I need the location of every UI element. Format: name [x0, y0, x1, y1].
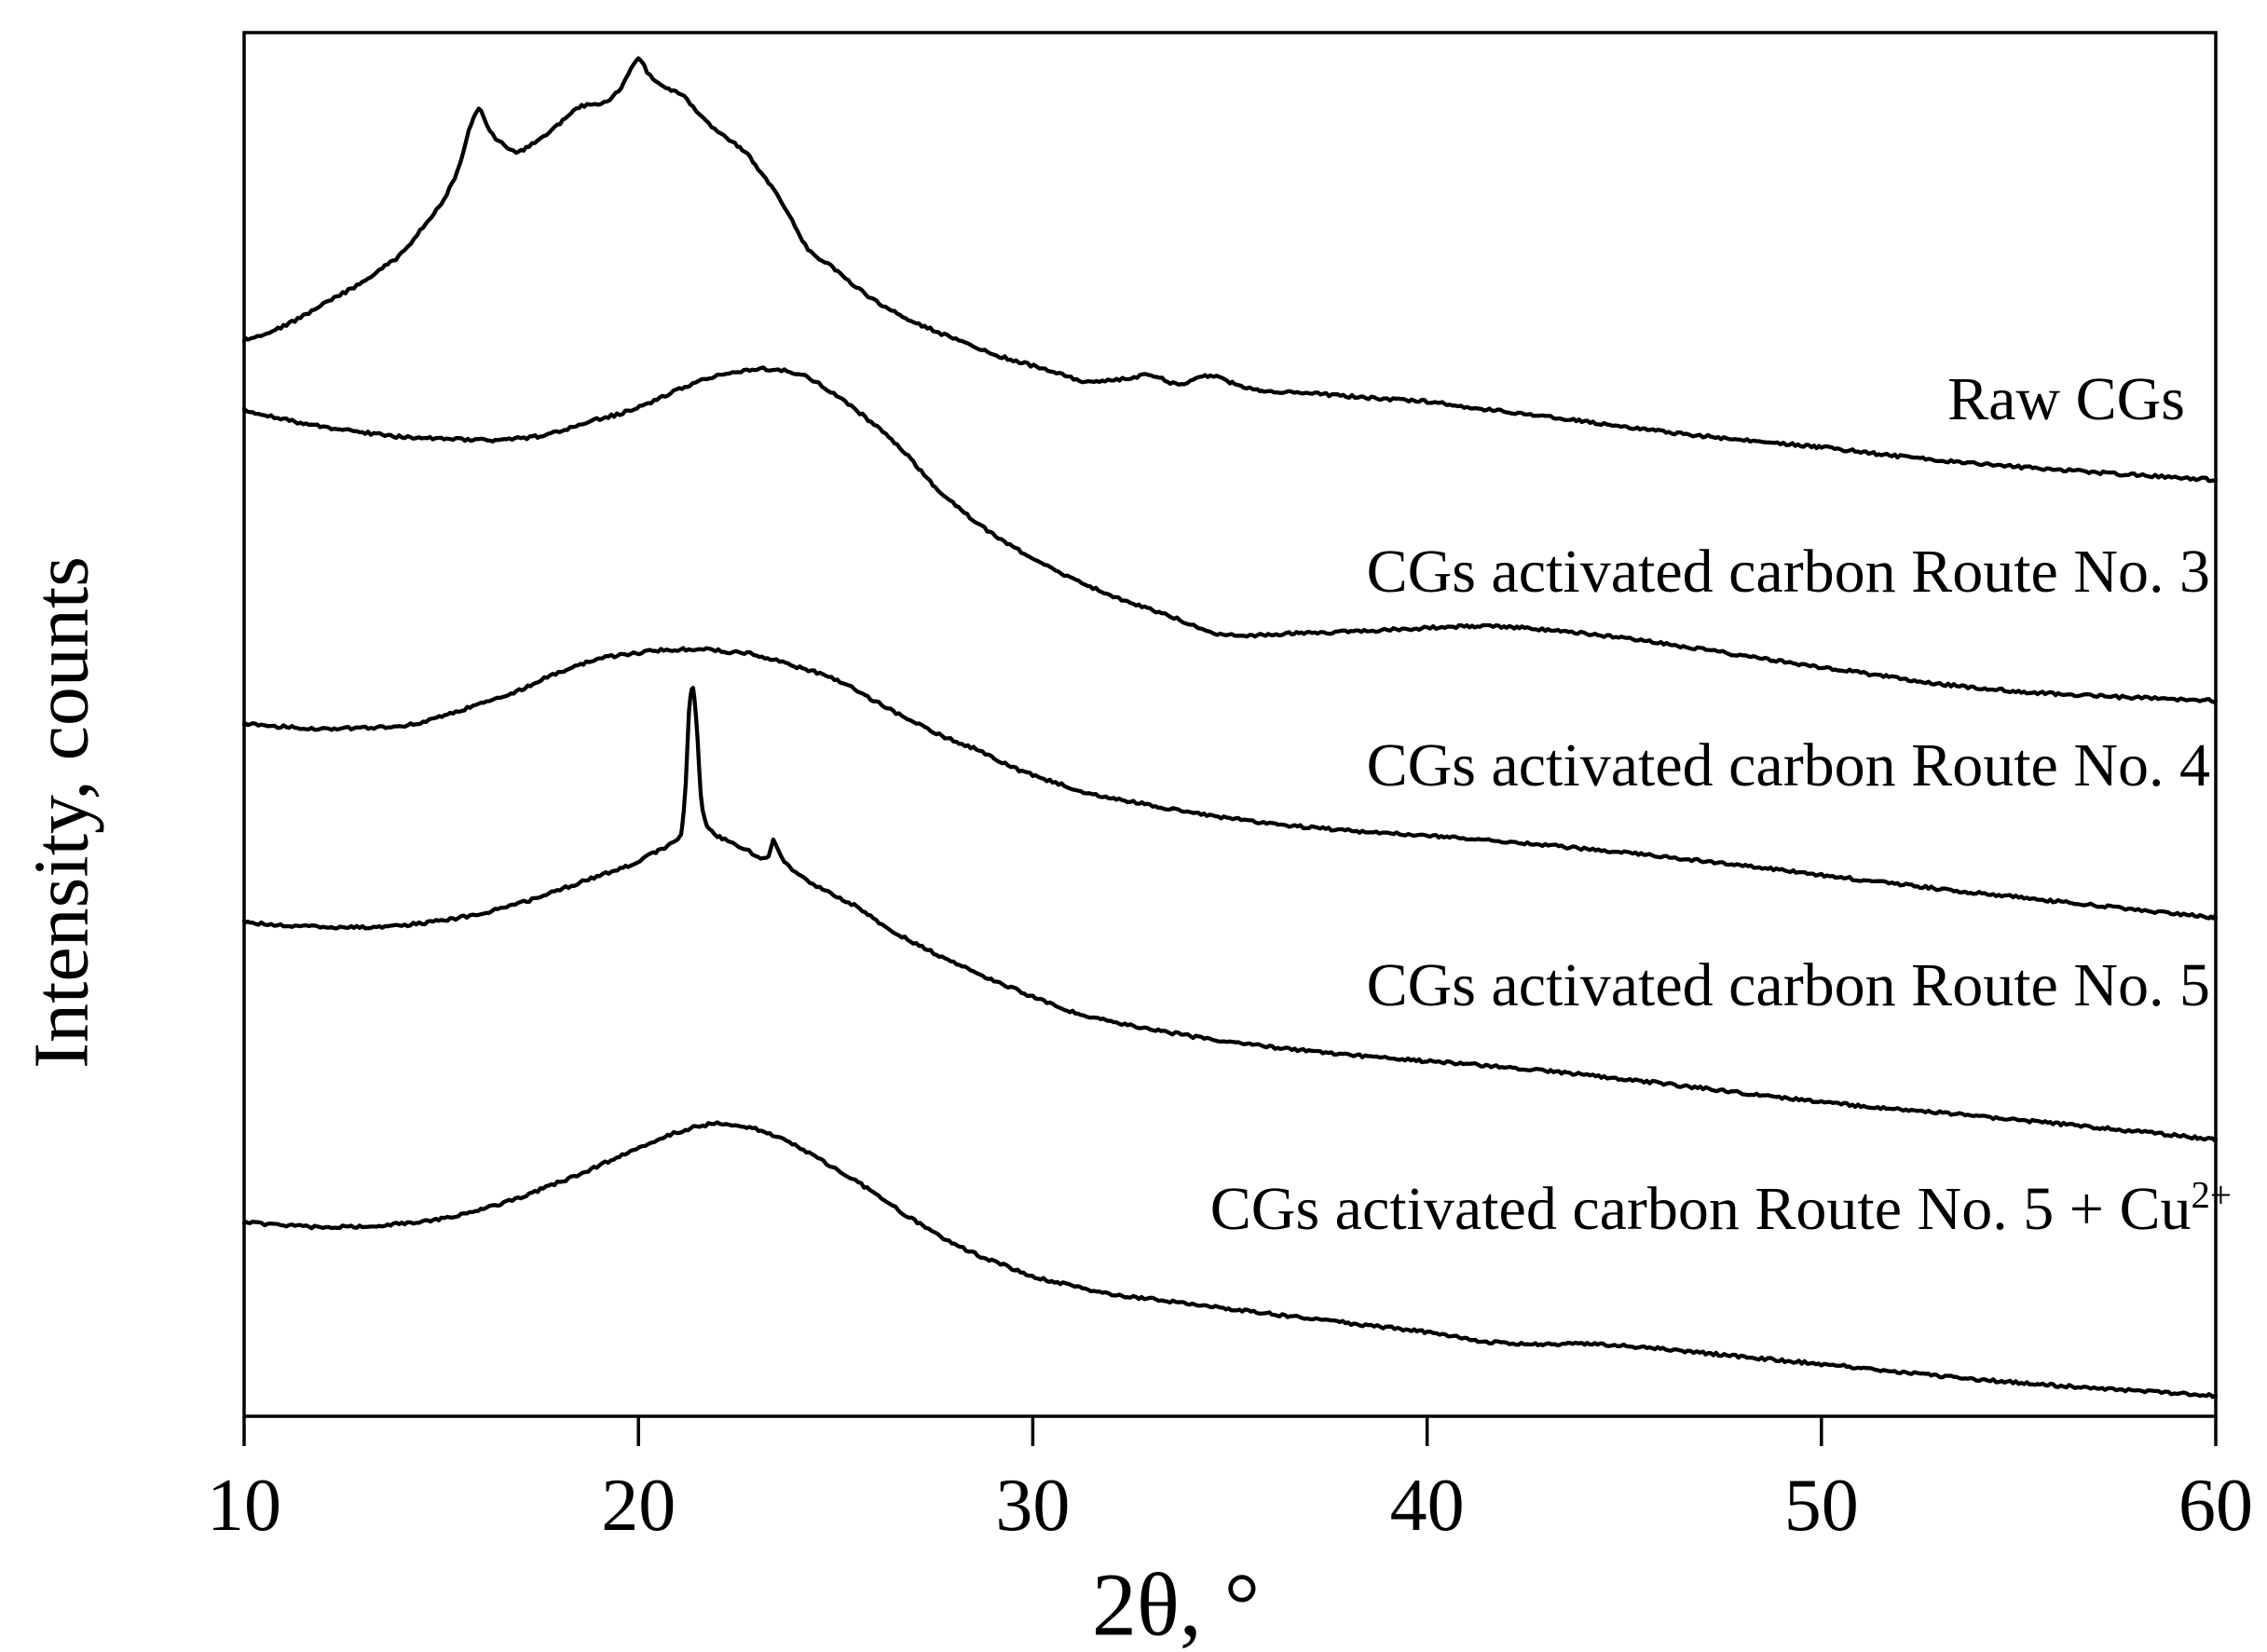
series-label-route3: CGs activated carbon Route No. 3: [1366, 538, 2210, 606]
series-label-route5-cu-text: CGs activated carbon Route No. 5 + Cu: [1209, 1175, 2192, 1243]
x-axis-title: 2θ, °: [1091, 1554, 1261, 1652]
curve-route-5: [241, 685, 2219, 1142]
series-label-route5-cu: CGs activated carbon Route No. 5 + Cu2+: [1209, 1174, 2232, 1244]
x-tick-label: 30: [995, 1465, 1070, 1547]
x-tick-label: 50: [1784, 1465, 1859, 1547]
plot-border: [242, 31, 2218, 1418]
series-label-raw-cgs: Raw CGs: [1947, 365, 2185, 433]
x-tick-label: 10: [207, 1465, 281, 1547]
series-label-route5-cu-superscript: 2+: [2191, 1174, 2232, 1216]
curves-group: [241, 56, 2219, 1399]
x-tick-label: 20: [601, 1465, 676, 1547]
series-label-route5: CGs activated carbon Route No. 5: [1366, 951, 2210, 1019]
axis-group: 10 20 30 40 50 60: [207, 31, 2253, 1547]
curve-route-4: [241, 646, 2219, 921]
x-tick-label: 40: [1390, 1465, 1465, 1547]
curve-route-5-cu: [241, 1120, 2219, 1399]
series-label-route4: CGs activated carbon Route No. 4: [1366, 731, 2210, 799]
curve-route-3: [241, 365, 2219, 704]
curve-raw-cgs: [241, 56, 2219, 484]
x-tick-label: 60: [2178, 1465, 2253, 1547]
y-axis-title: Intensity, counts: [18, 556, 105, 1069]
